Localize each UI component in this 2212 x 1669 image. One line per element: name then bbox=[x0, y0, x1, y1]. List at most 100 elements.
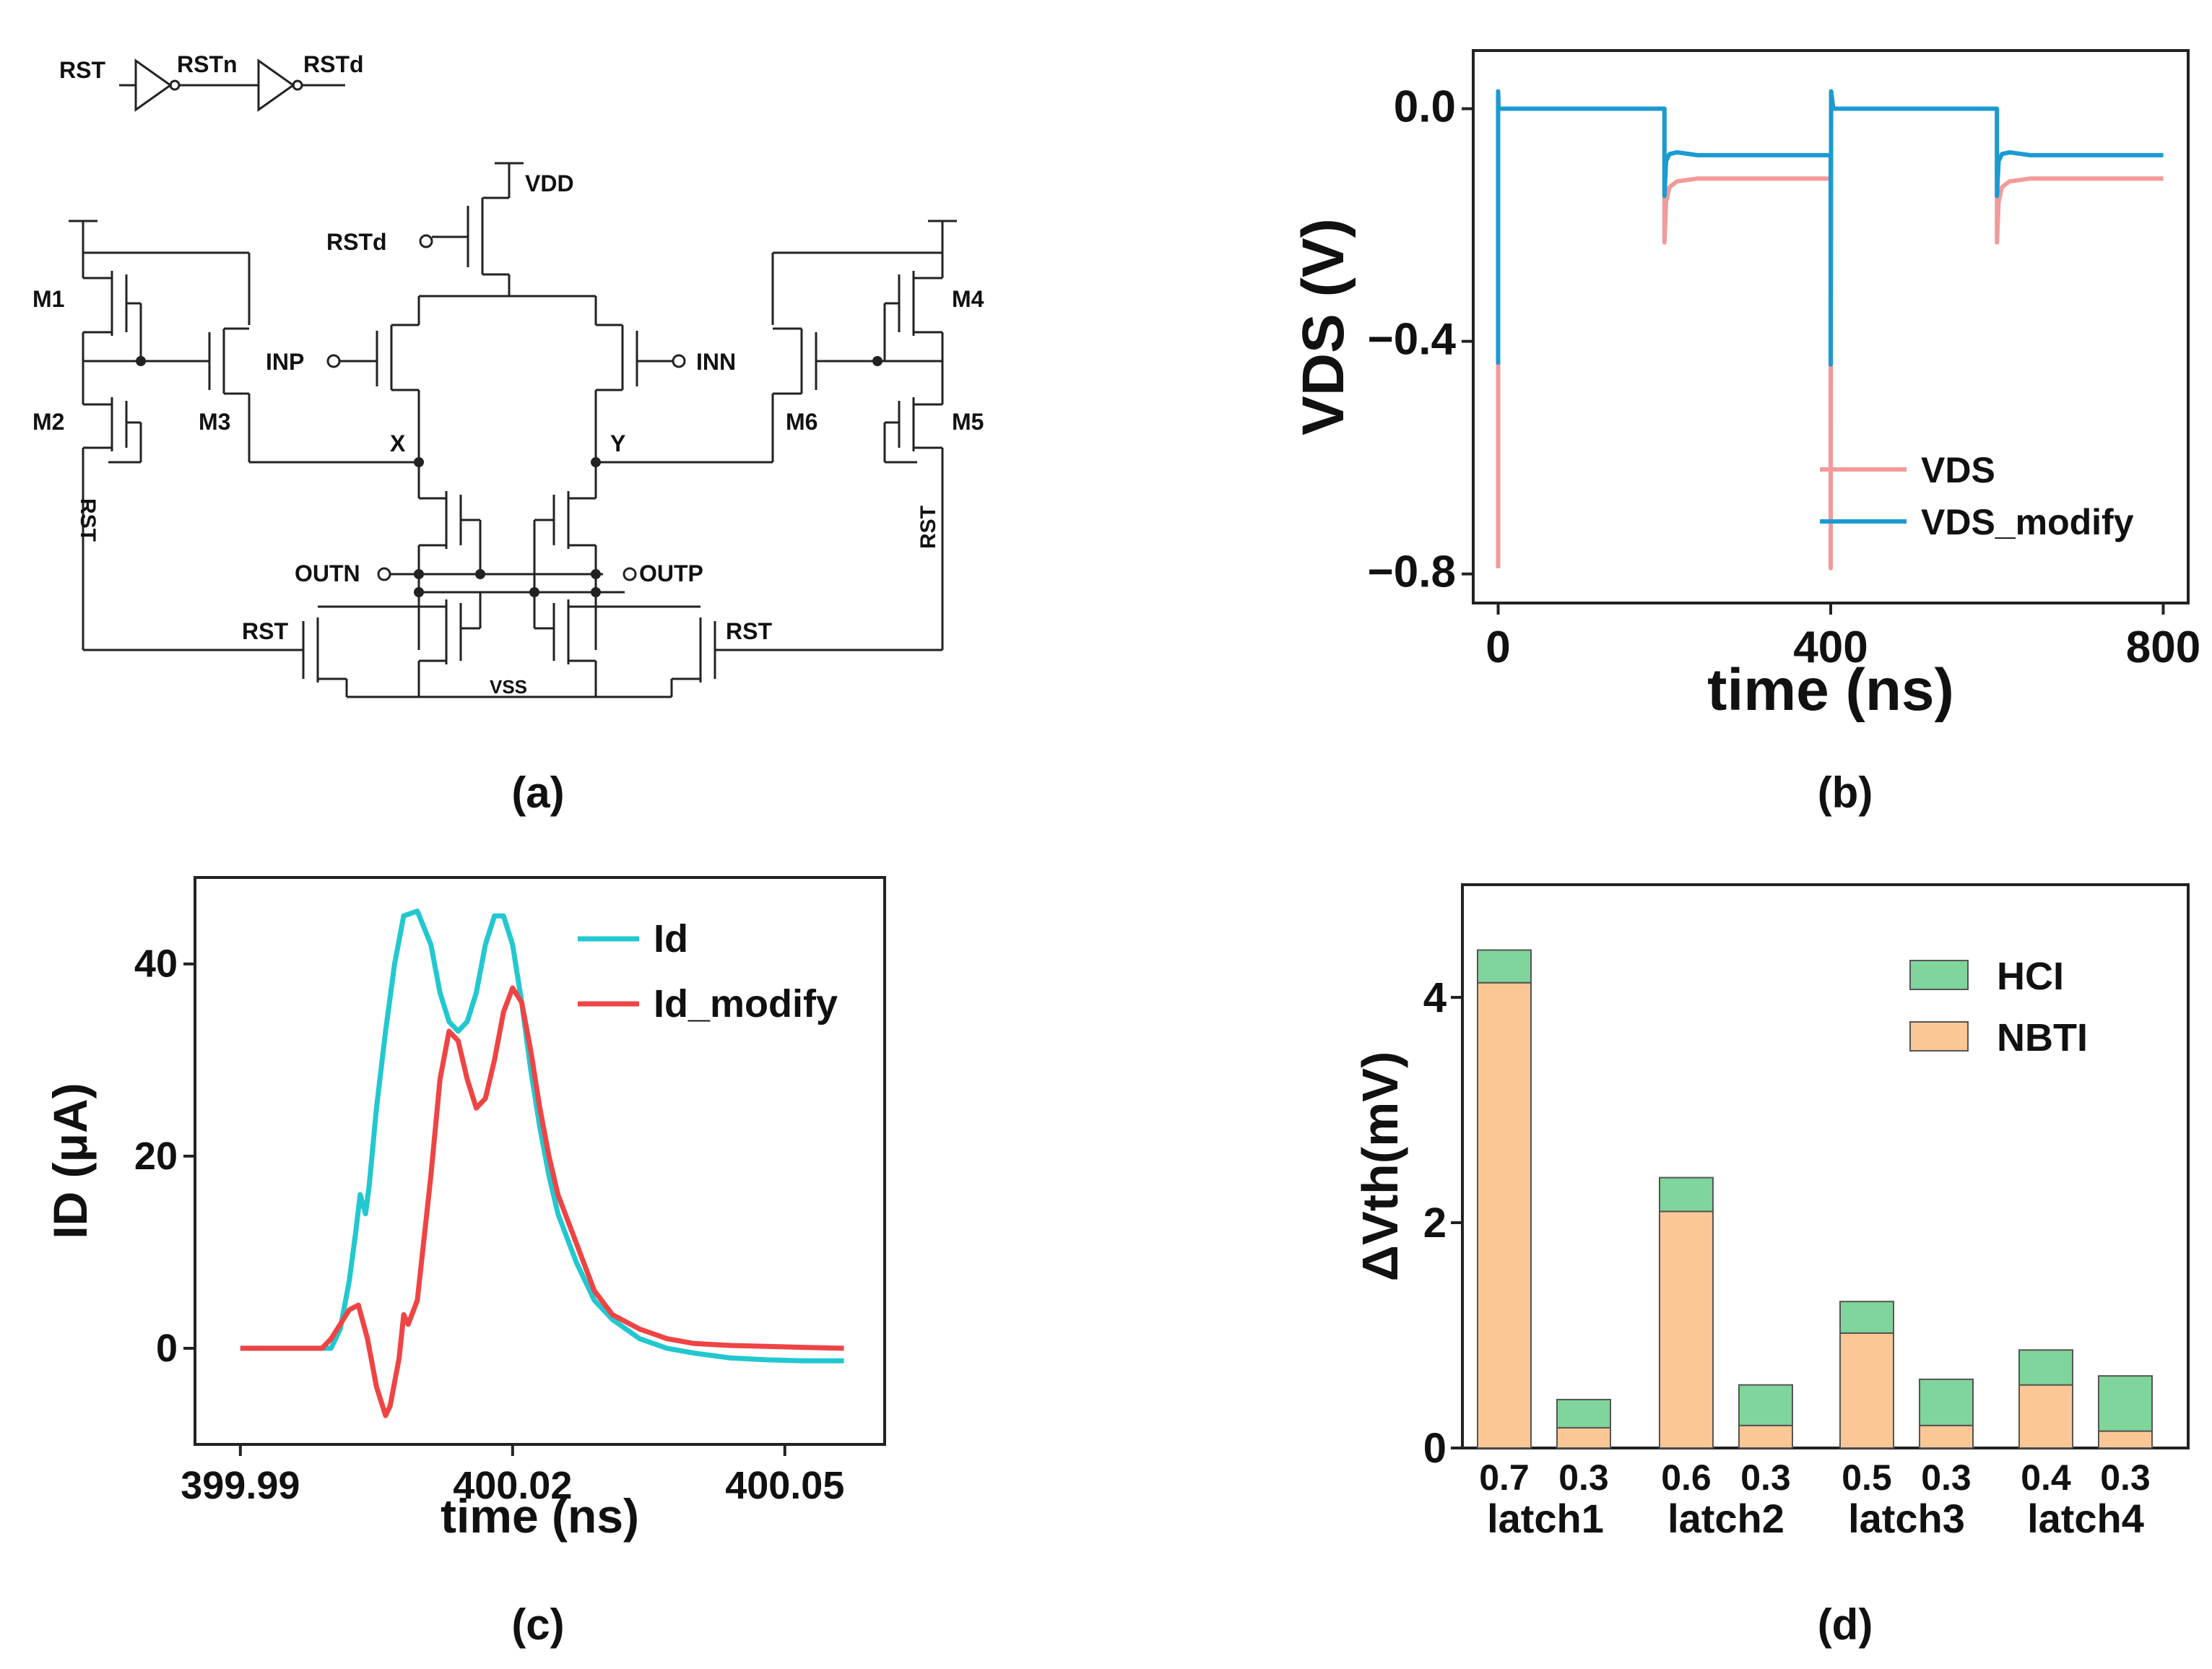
chart-b-ytick-label: −0.4 bbox=[1368, 315, 1457, 365]
bar-category-label: 0.3 bbox=[1558, 1457, 1609, 1498]
inn-label: INN bbox=[696, 349, 736, 375]
chart-b-xlabel: time (ns) bbox=[1707, 657, 1954, 723]
cross-coupled-core: OUTN OUTP RST bbox=[242, 462, 772, 698]
vss-label: VSS bbox=[490, 676, 527, 698]
nbti-bar bbox=[1839, 1332, 1894, 1449]
chart-b-ytick-label: 0.0 bbox=[1394, 82, 1456, 132]
inverter-1-icon bbox=[134, 58, 173, 112]
chart-c-ytick-label: 40 bbox=[134, 942, 178, 986]
m4-label: M4 bbox=[952, 286, 984, 312]
chart-c-legend-label-1: Id_modify bbox=[654, 982, 838, 1026]
rst-left-vertical-label: RST bbox=[76, 498, 100, 542]
inp-label: INP bbox=[266, 349, 304, 375]
chart-d-legend-swatch-0 bbox=[1909, 1021, 1969, 1052]
bar-category-label: 0.5 bbox=[1842, 1457, 1892, 1498]
outn-label: OUTN bbox=[295, 560, 360, 586]
left-keeper: M1 M2 RST M3 bbox=[32, 220, 303, 651]
chart-d-ytick-label: 4 bbox=[1423, 974, 1447, 1021]
chart-c-xtick-label: 400.02 bbox=[453, 1464, 572, 1507]
x-node-label: X bbox=[390, 430, 406, 456]
hci-bar bbox=[1919, 1378, 1974, 1426]
chart-c-ytick-label: 0 bbox=[156, 1327, 178, 1370]
chart-c-xlabel: time (ns) bbox=[441, 1489, 639, 1543]
bar-category-label: 0.7 bbox=[1479, 1457, 1530, 1498]
chart-b-ylabel: VDS (V) bbox=[1291, 218, 1356, 435]
rst-left-horizontal-label: RST bbox=[242, 618, 288, 644]
nbti-bar bbox=[1556, 1426, 1611, 1449]
input-pair: INP INN bbox=[266, 324, 736, 462]
chart-c-xtick-label: 399.99 bbox=[181, 1464, 300, 1507]
hci-bar bbox=[2098, 1375, 2153, 1432]
latch-group-label: latch3 bbox=[1848, 1496, 1965, 1541]
m2-label: M2 bbox=[32, 409, 64, 435]
chart-c-ylabel: ID (μA) bbox=[43, 1083, 97, 1239]
latch-group-label: latch2 bbox=[1667, 1496, 1784, 1541]
latch-group-label: latch4 bbox=[2027, 1496, 2144, 1541]
chart-d-legend-swatch-1 bbox=[1909, 960, 1969, 990]
hci-bar bbox=[1738, 1384, 1793, 1426]
outp-label: OUTP bbox=[639, 560, 703, 586]
m5-label: M5 bbox=[952, 409, 984, 435]
chart-d-ytick-label: 0 bbox=[1423, 1425, 1447, 1472]
chart-b-ytick-label: −0.8 bbox=[1368, 547, 1456, 597]
nbti-bar bbox=[2098, 1430, 2153, 1449]
chart-b-legend-label-1: VDS_modify bbox=[1921, 502, 2134, 542]
hci-bar bbox=[2018, 1349, 2073, 1386]
panel-label-c: (c) bbox=[511, 1600, 564, 1649]
chart-d-ytick-label: 2 bbox=[1423, 1200, 1447, 1247]
nbti-bar bbox=[1738, 1424, 1793, 1449]
panel-label-b: (b) bbox=[1818, 768, 1873, 817]
hci-bar bbox=[1477, 949, 1532, 984]
latch-group-label: latch1 bbox=[1487, 1496, 1604, 1541]
chart-d-ylabel: ΔVth(mV) bbox=[1352, 1052, 1408, 1282]
bar-category-label: 0.3 bbox=[1740, 1457, 1791, 1498]
chart-c-ytick-label: 20 bbox=[134, 1135, 178, 1178]
m1-label: M1 bbox=[32, 286, 64, 312]
bar-category-label: 0.4 bbox=[2021, 1457, 2071, 1498]
id-chart: 399.99 400.02 400.05 0 20 40 time (ns) ID (μA) I… bbox=[43, 876, 886, 1543]
nbti-bar bbox=[1659, 1210, 1714, 1449]
bar-category-label: 0.3 bbox=[2100, 1457, 2151, 1498]
inverter-2-icon bbox=[257, 58, 295, 112]
vds-chart: 0 400 800 0.0 −0.4 −0.8 time (ns) VDS (V) VDS VDS… bbox=[1291, 49, 2200, 723]
chart-c-series-0 bbox=[240, 909, 844, 1364]
rstd-label: RSTd bbox=[326, 229, 387, 255]
hci-bar bbox=[1659, 1176, 1714, 1213]
m6-label: M6 bbox=[786, 409, 817, 435]
chart-c-legend-label-0: Id bbox=[654, 917, 688, 961]
chart-c-series-1 bbox=[240, 985, 844, 1418]
nbti-bar bbox=[1919, 1424, 1974, 1449]
rst-right-vertical-label: RST bbox=[916, 506, 940, 549]
inverter-chain: RST RSTn RSTd bbox=[59, 51, 364, 112]
chart-b-xtick-label: 800 bbox=[2126, 623, 2200, 672]
hci-bar bbox=[1839, 1301, 1894, 1334]
inv-label-rstd: RSTd bbox=[303, 51, 364, 77]
latch-schematic: RST RSTn RSTd VDD RSTd bbox=[32, 51, 984, 698]
panel-label-d: (d) bbox=[1818, 1600, 1873, 1649]
chart-d-frame bbox=[1461, 883, 2190, 1449]
chart-d-legend-label-0: NBTI bbox=[1997, 1016, 2088, 1059]
m3-label: M3 bbox=[199, 409, 230, 435]
y-node-label: Y bbox=[610, 430, 625, 456]
nbti-bar bbox=[1477, 981, 1532, 1449]
chart-b-series-1 bbox=[1496, 89, 2164, 367]
tail-transistor: VDD RSTd bbox=[326, 162, 597, 325]
nbti-bar bbox=[2018, 1384, 2073, 1449]
panel-label-a: (a) bbox=[511, 768, 564, 817]
chart-b-legend-label-0: VDS bbox=[1921, 450, 1995, 490]
vdd-label: VDD bbox=[525, 170, 574, 196]
right-keeper: M4 M5 RST M6 bbox=[715, 220, 984, 651]
hci-bar bbox=[1556, 1398, 1611, 1429]
chart-d-legend-label-1: HCI bbox=[1997, 955, 2064, 998]
inv-label-rst: RST bbox=[59, 57, 105, 83]
rst-right-horizontal-label: RST bbox=[726, 618, 772, 644]
bar-category-label: 0.3 bbox=[1921, 1457, 1972, 1498]
chart-c-xtick-label: 400.05 bbox=[725, 1464, 844, 1507]
chart-b-xtick-label: 400 bbox=[1793, 623, 1868, 672]
chart-c-frame bbox=[194, 876, 886, 1446]
bar-category-label: 0.6 bbox=[1661, 1457, 1712, 1498]
inv-label-rstn: RSTn bbox=[177, 51, 238, 77]
chart-b-xtick-label: 0 bbox=[1485, 623, 1510, 672]
